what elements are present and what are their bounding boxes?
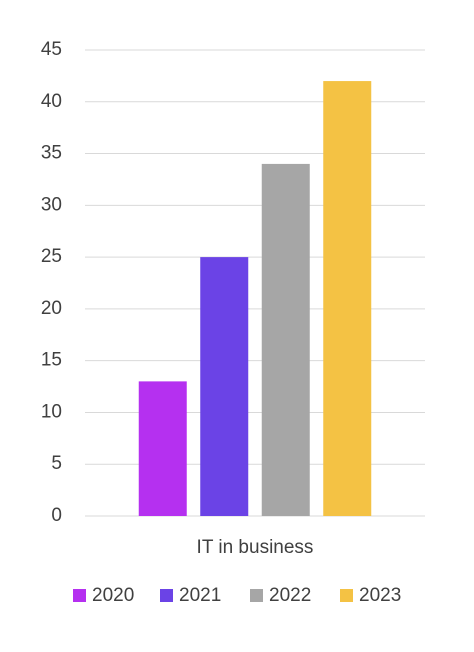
y-tick-label: 15 bbox=[41, 350, 62, 371]
bar bbox=[261, 163, 310, 516]
bar bbox=[200, 257, 249, 516]
y-tick-label: 20 bbox=[41, 298, 62, 319]
legend-swatch bbox=[73, 589, 86, 602]
y-tick-label: 10 bbox=[41, 401, 62, 422]
y-tick-label: 45 bbox=[41, 39, 62, 60]
legend-swatch bbox=[250, 589, 263, 602]
x-tick-label: IT in business bbox=[197, 537, 314, 558]
bar bbox=[323, 81, 372, 517]
legend-label: 2022 bbox=[269, 585, 311, 606]
y-tick-label: 25 bbox=[41, 246, 62, 267]
y-tick-label: 35 bbox=[41, 143, 62, 164]
y-tick-label: 30 bbox=[41, 194, 62, 215]
legend-label: 2023 bbox=[359, 585, 401, 606]
bar bbox=[138, 381, 187, 516]
legend-swatch bbox=[340, 589, 353, 602]
legend-label: 2021 bbox=[179, 585, 221, 606]
y-tick-label: 5 bbox=[51, 453, 62, 474]
y-tick-label: 40 bbox=[41, 91, 62, 112]
y-tick-label: 0 bbox=[51, 505, 62, 526]
legend-swatch bbox=[160, 589, 173, 602]
legend-label: 2020 bbox=[92, 585, 134, 606]
